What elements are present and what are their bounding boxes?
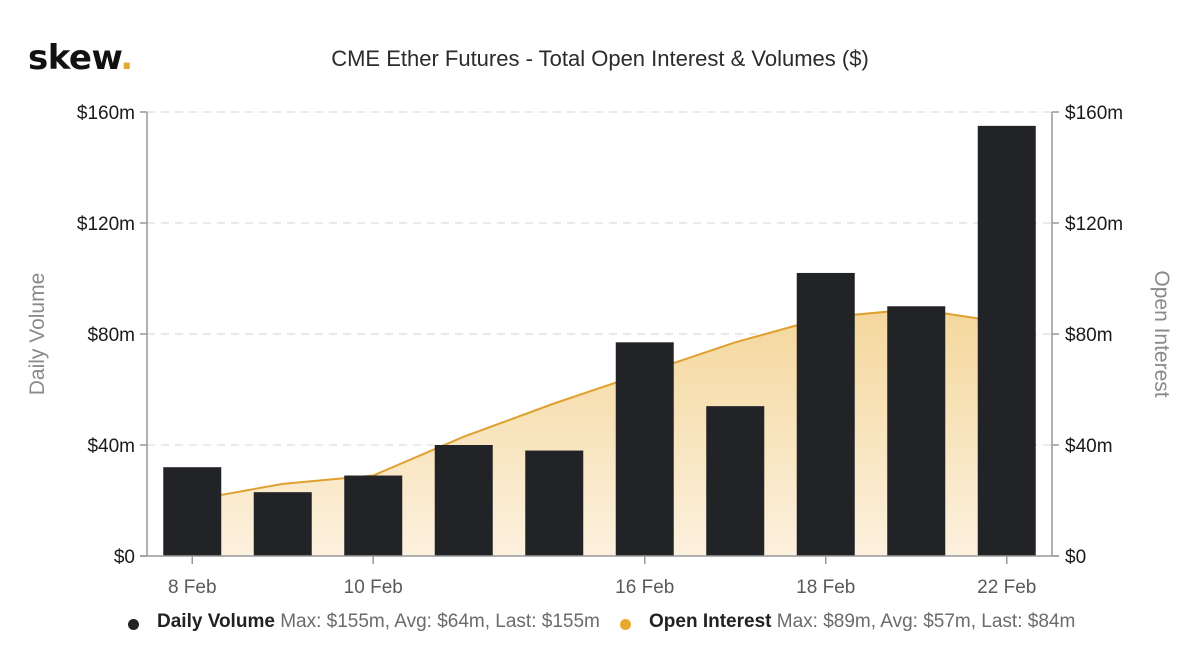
- volume-bar: [887, 306, 946, 556]
- legend-dot-daily-volume: [128, 619, 139, 630]
- open-interest-line: [221, 308, 1007, 496]
- y-tick-label-left: $80m: [87, 325, 135, 346]
- x-tick-label: 10 Feb: [344, 577, 403, 598]
- legend-dot-open-interest: [620, 619, 631, 630]
- y-axis-title-left: Daily Volume: [26, 273, 49, 396]
- logo-text: skew: [28, 38, 121, 78]
- x-tick-label: 8 Feb: [168, 577, 217, 598]
- y-tick-label-right: $80m: [1065, 325, 1113, 346]
- x-tick-label: 18 Feb: [796, 577, 855, 598]
- y-tick-label-left: $40m: [87, 436, 135, 457]
- x-tick-label: 22 Feb: [977, 577, 1036, 598]
- y-tick-label-right: $160m: [1065, 103, 1123, 124]
- y-tick-label-right: $40m: [1065, 436, 1113, 457]
- legend: Daily Volume Max: $155m, Avg: $64m, Last…: [0, 611, 1200, 637]
- axis-labels: $0 $0 $40m $40m $80m $80m $120m $120m $160m $160m…: [26, 103, 1173, 598]
- skew-logo: skew.: [28, 38, 133, 78]
- daily-volume-bars: [163, 125, 1036, 556]
- legend-stats-daily-volume: Max: $155m, Avg: $64m, Last: $155m: [280, 611, 600, 632]
- volume-bar: [525, 450, 584, 556]
- volume-bar: [163, 467, 222, 556]
- legend-name-daily-volume: Daily Volume: [157, 611, 275, 632]
- y-tick-label-left: $120m: [77, 214, 135, 235]
- y-tick-label-right: $120m: [1065, 214, 1123, 235]
- legend-stats-open-interest: Max: $89m, Avg: $57m, Last: $84m: [776, 611, 1076, 632]
- volume-bar: [253, 492, 312, 556]
- volume-bar: [796, 272, 855, 556]
- x-tick-label: 16 Feb: [615, 577, 674, 598]
- y-tick-label-right: $0: [1065, 547, 1086, 568]
- volume-bar: [434, 445, 493, 556]
- volume-bar: [977, 125, 1036, 556]
- volume-bar: [615, 342, 674, 556]
- legend-name-open-interest: Open Interest: [649, 611, 772, 632]
- y-tick-label-left: $160m: [77, 103, 135, 124]
- volume-bar: [344, 475, 403, 556]
- chart-title: CME Ether Futures - Total Open Interest …: [331, 46, 869, 71]
- axes: [140, 111, 1059, 564]
- y-axis-title-right: Open Interest: [1150, 270, 1173, 397]
- logo-dot: .: [120, 38, 133, 78]
- volume-bar: [706, 406, 765, 556]
- y-tick-label-left: $0: [114, 547, 135, 568]
